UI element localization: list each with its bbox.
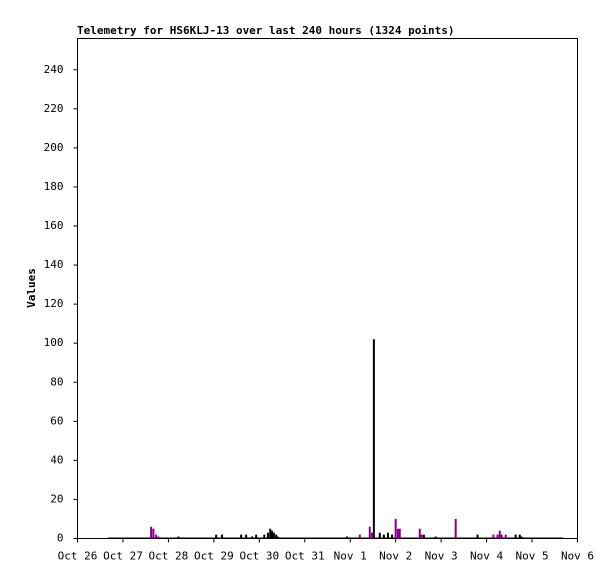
y-tick-label: 180 [44, 180, 64, 193]
y-tick-label: 200 [44, 141, 64, 154]
x-tick-label: Nov 1 [334, 550, 367, 563]
chart-title: Telemetry for HS6KLJ-13 over last 240 ho… [77, 24, 455, 37]
y-tick-label: 140 [44, 258, 64, 271]
y-tick-label: 220 [44, 102, 64, 115]
x-tick-label: Oct 28 [149, 550, 189, 563]
y-tick-label: 160 [44, 219, 64, 232]
y-tick-label: 40 [50, 453, 63, 466]
y-tick-label: 20 [50, 492, 63, 505]
y-tick-label: 80 [50, 375, 63, 388]
x-tick-label: Nov 2 [379, 550, 412, 563]
x-tick-label: Nov 5 [515, 550, 548, 563]
x-tick-label: Oct 31 [285, 550, 325, 563]
plot-frame [77, 38, 578, 539]
y-tick-label: 240 [44, 63, 64, 76]
x-tick-label: Oct 30 [239, 550, 279, 563]
y-axis-label: Values [25, 268, 38, 308]
x-tick-label: Nov 6 [561, 550, 594, 563]
x-tick-label: Nov 3 [425, 550, 458, 563]
y-tick-label: 100 [44, 336, 64, 349]
x-tick-label: Oct 27 [103, 550, 143, 563]
y-tick-label: 0 [57, 532, 64, 545]
x-tick-label: Oct 29 [194, 550, 234, 563]
y-tick-label: 60 [50, 414, 63, 427]
x-tick-label: Nov 4 [470, 550, 503, 563]
x-tick-label: Oct 26 [58, 550, 98, 563]
y-tick-label: 120 [44, 297, 64, 310]
